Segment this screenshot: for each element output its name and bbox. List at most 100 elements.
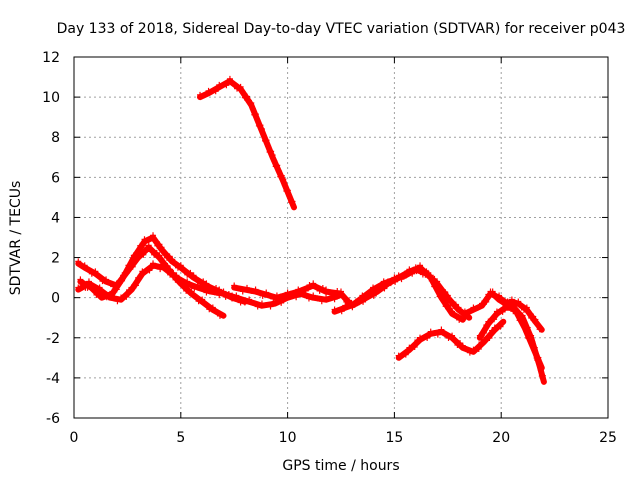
- data-point-marker: [438, 292, 445, 299]
- data-point-marker: [508, 296, 515, 303]
- data-point-marker: [256, 289, 263, 296]
- data-point-marker: [440, 297, 447, 304]
- data-point-marker: [327, 295, 334, 302]
- data-point-marker: [512, 299, 519, 306]
- data-point-marker: [241, 299, 248, 306]
- data-point-marker: [305, 295, 312, 302]
- data-point-marker: [75, 258, 82, 265]
- x-tick-label: 0: [70, 430, 79, 446]
- data-point-marker: [254, 117, 261, 124]
- data-point-marker: [257, 122, 264, 129]
- data-point-marker: [489, 288, 496, 295]
- data-point-marker: [417, 262, 424, 269]
- data-point-marker: [516, 313, 523, 320]
- data-point-marker: [314, 295, 321, 302]
- x-axis-label: GPS time / hours: [282, 458, 399, 474]
- data-point-marker: [202, 301, 209, 308]
- data-point-marker: [235, 285, 242, 292]
- data-point-marker: [85, 266, 92, 273]
- data-point-marker: [449, 332, 456, 339]
- data-point-marker: [158, 244, 165, 251]
- data-point-marker: [349, 304, 356, 311]
- data-point-marker: [212, 88, 219, 95]
- data-point-marker: [258, 126, 265, 133]
- data-point-marker: [445, 334, 452, 341]
- axis-ticks: 0 5 10 15 20 25 -6 -4 -2 0 2 4 6 8 10 12: [42, 50, 617, 446]
- y-tick-label: 2: [51, 251, 60, 267]
- y-tick-label: 0: [51, 291, 60, 307]
- data-point-marker: [475, 346, 482, 353]
- data-point-marker: [132, 282, 139, 289]
- data-point-marker: [106, 279, 113, 286]
- data-point-marker: [194, 282, 201, 289]
- data-point-marker: [456, 316, 463, 323]
- data-point-marker: [274, 162, 281, 169]
- data-point-marker: [281, 182, 288, 189]
- data-point-marker: [496, 294, 503, 301]
- y-tick-label: 12: [42, 50, 60, 66]
- series-track-f: [197, 75, 297, 211]
- data-point-marker: [452, 301, 459, 308]
- data-point-marker: [169, 256, 176, 263]
- data-point-marker: [92, 268, 99, 275]
- data-point-marker: [123, 270, 130, 277]
- data-point-marker: [521, 318, 528, 325]
- data-point-marker: [330, 291, 337, 298]
- data-point-marker: [280, 176, 287, 183]
- data-point-marker: [268, 148, 275, 155]
- data-point-marker: [402, 351, 409, 358]
- data-point-marker: [93, 286, 100, 293]
- data-point-marker: [148, 247, 155, 254]
- data-point-marker: [244, 93, 251, 100]
- data-point-marker: [81, 262, 88, 269]
- data-series: [75, 75, 547, 385]
- x-tick-label: 5: [176, 430, 185, 446]
- data-point-marker: [434, 287, 441, 294]
- data-point-marker: [150, 260, 157, 267]
- series-track-i: [476, 302, 547, 385]
- data-point-marker: [163, 254, 170, 261]
- x-tick-label: 15: [385, 430, 403, 446]
- data-point-marker: [491, 316, 498, 323]
- data-point-marker: [216, 292, 223, 299]
- data-point-marker: [532, 350, 539, 357]
- data-point-marker: [146, 267, 153, 274]
- data-point-marker: [299, 287, 306, 294]
- data-point-marker: [528, 332, 535, 339]
- data-point-marker: [191, 285, 198, 292]
- data-point-marker: [535, 356, 542, 363]
- data-point-marker: [288, 290, 295, 297]
- x-tick-label: 25: [599, 430, 617, 446]
- data-point-marker: [193, 276, 200, 283]
- data-point-marker: [195, 298, 202, 305]
- data-point-marker: [529, 338, 536, 345]
- data-point-marker: [159, 258, 166, 265]
- data-point-marker: [370, 292, 377, 299]
- data-point-marker: [536, 326, 543, 333]
- data-point-marker: [263, 302, 270, 309]
- data-point-marker: [278, 172, 285, 179]
- data-point-marker: [342, 302, 349, 309]
- data-point-marker: [466, 308, 473, 315]
- data-point-marker: [537, 366, 544, 373]
- data-point-marker: [273, 292, 280, 299]
- data-point-marker: [89, 282, 96, 289]
- data-point-marker: [449, 308, 456, 315]
- data-point-marker: [259, 292, 266, 299]
- data-point-marker: [466, 349, 473, 356]
- data-point-marker: [223, 82, 230, 89]
- data-point-marker: [444, 302, 451, 309]
- data-point-marker: [100, 289, 107, 296]
- data-point-marker: [525, 309, 532, 316]
- data-point-marker: [207, 286, 214, 293]
- data-point-marker: [505, 299, 512, 306]
- data-point-marker: [483, 298, 490, 305]
- plot-frame: [73, 56, 609, 419]
- data-point-marker: [180, 280, 187, 287]
- data-point-marker: [231, 282, 238, 289]
- data-point-marker: [452, 312, 459, 319]
- data-point-marker: [135, 250, 142, 257]
- data-point-marker: [463, 346, 470, 353]
- data-point-marker: [203, 289, 210, 296]
